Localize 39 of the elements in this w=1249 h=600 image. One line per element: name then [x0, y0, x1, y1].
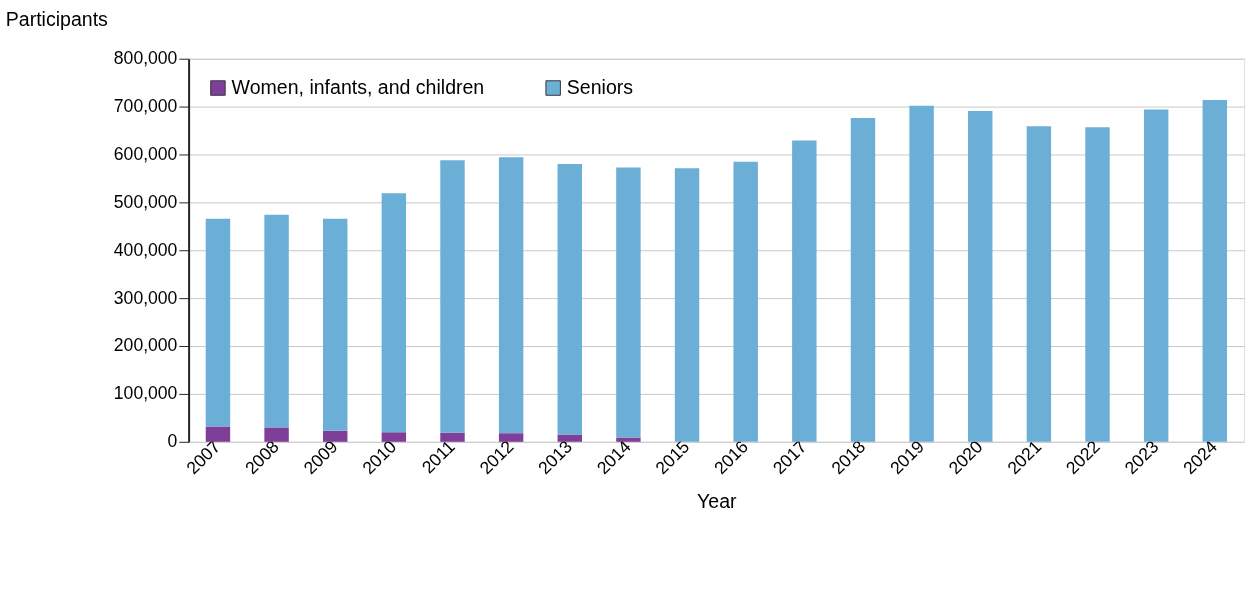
y-tick-label: 100,000	[113, 383, 178, 404]
bar	[1085, 127, 1110, 442]
bar	[205, 218, 231, 427]
legend-label: Seniors	[566, 75, 634, 98]
bar	[674, 168, 700, 442]
bar	[323, 430, 348, 442]
y-tick-label: 700,000	[113, 95, 178, 116]
y-tick-label: 0	[167, 431, 178, 452]
bar	[381, 193, 407, 433]
bar	[323, 218, 348, 431]
bar	[1202, 99, 1228, 442]
y-tick-label: 600,000	[113, 143, 178, 164]
bar	[498, 433, 524, 442]
bar	[850, 118, 876, 442]
y-tick-label: 300,000	[113, 287, 178, 308]
bar	[968, 110, 993, 442]
bar	[792, 140, 817, 442]
y-tick-label: 400,000	[113, 239, 178, 260]
bar	[440, 160, 465, 433]
y-axis-title: Participants	[5, 8, 109, 31]
legend-label: Women, infants, and children	[231, 75, 485, 98]
bar	[557, 434, 582, 442]
bar	[1026, 126, 1052, 442]
y-tick-label: 500,000	[113, 191, 178, 212]
bar	[733, 161, 758, 442]
y-tick-label: 200,000	[113, 335, 178, 356]
bar	[440, 432, 465, 442]
bar	[498, 157, 524, 434]
bar	[205, 426, 231, 442]
bar	[264, 427, 289, 442]
bar	[616, 437, 641, 442]
bar	[616, 167, 641, 438]
bar	[381, 432, 407, 442]
bar	[909, 105, 934, 442]
bar	[557, 164, 582, 435]
bar	[264, 214, 289, 428]
y-tick-label: 800,000	[113, 48, 178, 69]
bar	[1143, 109, 1169, 442]
x-axis-title: Year	[697, 490, 738, 513]
